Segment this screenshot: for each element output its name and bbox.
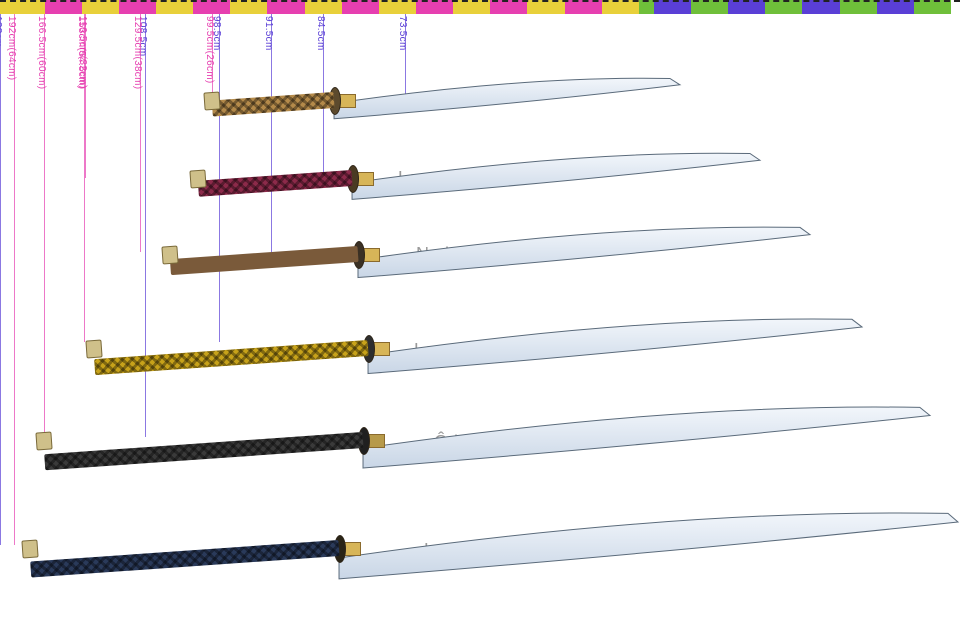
ruler-segment [230, 0, 267, 14]
ruler-segment [82, 0, 119, 14]
ruler-segment [840, 0, 877, 14]
pommel-long-nodachi [85, 339, 102, 358]
right-tick-label: 91.5cm [263, 16, 274, 51]
handle-long-nodachi [94, 340, 368, 375]
ruler-segment [914, 0, 951, 14]
handle-long-tachi [198, 170, 353, 197]
blade-long-nodachi [368, 306, 862, 388]
ruler-segment [0, 0, 45, 14]
pommel-tachi [203, 91, 220, 110]
handle-wrap-pattern [30, 540, 339, 578]
ruler-segment [602, 0, 639, 14]
handle-wrap-pattern [44, 432, 363, 470]
ruler-segment [193, 0, 230, 14]
pommel-odachi [35, 431, 52, 450]
ruler-segment [490, 0, 527, 14]
left-guide-line [14, 14, 15, 545]
blade-long-odachi [339, 498, 958, 594]
handle-wrap-pattern [212, 92, 335, 116]
handle-wrap-pattern [94, 340, 368, 375]
ruler-segment [305, 0, 342, 14]
pommel-long-tachi [189, 169, 206, 188]
ruler-segment [728, 0, 765, 14]
left-tick-label: 192cm(64cm) [6, 16, 17, 80]
ruler-segment [654, 0, 691, 14]
ruler-segment [267, 0, 304, 14]
handle-tachi [212, 92, 335, 116]
left-tick-label: 99.5cm(26cm) [204, 16, 215, 84]
ruler-segment [527, 0, 564, 14]
ruler-segment [453, 0, 490, 14]
ruler-segment [877, 0, 914, 14]
handle-nodachi [170, 246, 359, 275]
left-tick-label: 129.5cm(38cm) [132, 16, 143, 89]
ruler-segment [119, 0, 156, 14]
right-guide-line [145, 14, 146, 437]
blade-long-tachi [352, 142, 760, 213]
size-ruler [0, 0, 960, 14]
left-tick-label: 166.5cm(60cm) [36, 16, 47, 89]
ruler-segment [639, 0, 654, 14]
pommel-nodachi [161, 245, 178, 264]
diagram-root: { "meta": { "width_px": 960, "height_px"… [0, 0, 960, 623]
blade-tachi [334, 68, 680, 131]
right-tick-label: 128cm [0, 16, 3, 48]
ruler-segment [379, 0, 416, 14]
ruler-segment [565, 0, 602, 14]
ruler-segment [765, 0, 802, 14]
left-tick-label: 153cm(54.5cm) [76, 16, 87, 89]
right-guide-line [219, 14, 220, 342]
ruler-segment [691, 0, 728, 14]
handle-odachi [44, 432, 363, 470]
ruler-segment [45, 0, 82, 14]
ruler-segment [416, 0, 453, 14]
ruler-segment [342, 0, 379, 14]
blade-nodachi [358, 215, 810, 291]
right-tick-label: 84.5cm [315, 16, 326, 51]
pommel-long-odachi [21, 539, 38, 558]
blade-odachi [363, 393, 930, 483]
ruler-segment [156, 0, 193, 14]
ruler-segment [802, 0, 839, 14]
handle-wrap-pattern [198, 170, 353, 197]
handle-long-odachi [30, 540, 339, 578]
right-tick-label: 73.5cm [397, 16, 408, 51]
right-guide-line [0, 14, 1, 545]
